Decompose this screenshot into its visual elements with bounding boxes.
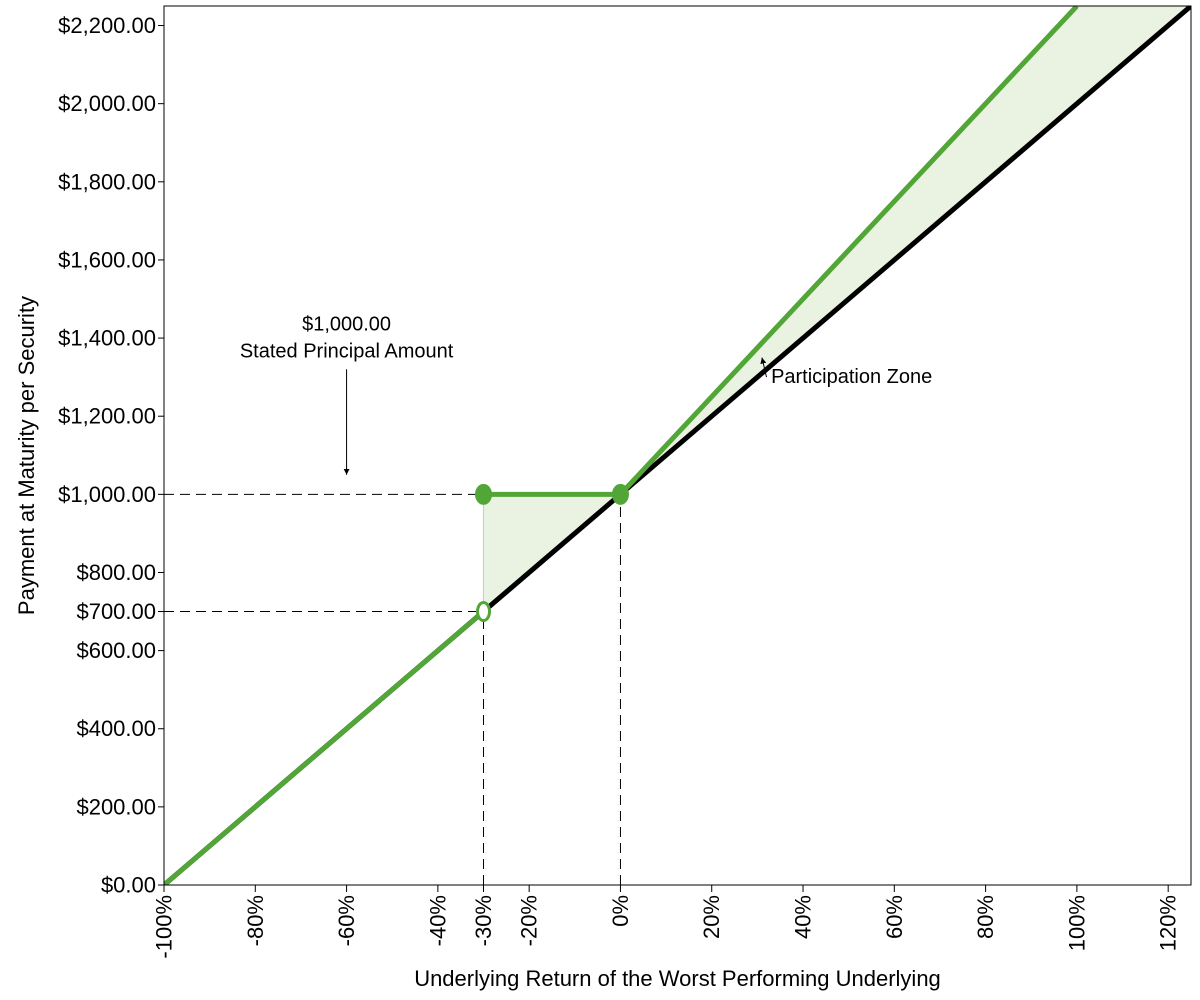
y-tick-label-10: $1,600.00 <box>58 247 156 272</box>
x-axis-ticks: -100% -80% -60% -40% -30% -20% 0% 20% 40% 60% 80% 1… <box>152 885 1181 959</box>
y-tick-label-13: $2,200.00 <box>58 13 156 38</box>
y-tick-label-5: $700.00 <box>76 599 156 624</box>
series-lines <box>164 6 1191 885</box>
x-tick-label-6: -20% <box>517 895 542 946</box>
x-tick-label-8: 20% <box>699 895 724 939</box>
y-tick-label-8: $1,200.00 <box>58 404 156 429</box>
x-tick-label-2: -80% <box>243 895 268 946</box>
annotation-principal-line-1: $1,000.00 <box>302 313 391 335</box>
x-tick-label-3: -60% <box>334 895 359 946</box>
series-markers <box>475 483 629 623</box>
y-tick-label-3: $400.00 <box>76 716 156 741</box>
y-tick-label-7: $1,000.00 <box>58 482 156 507</box>
y-tick-label-2: $200.00 <box>76 794 156 819</box>
x-tick-label-9: 40% <box>791 895 816 939</box>
security-payoff-segment-1 <box>164 609 486 885</box>
x-tick-label-5: -30% <box>471 895 496 946</box>
annotation-principal-line-2: Stated Principal Amount <box>240 340 454 362</box>
y-tick-label-4: $600.00 <box>76 638 156 663</box>
x-tick-label-7: 0% <box>608 895 633 927</box>
x-tick-label-1: -100% <box>152 895 177 959</box>
security-payoff-segment-3 <box>618 6 1079 497</box>
annotations: $1,000.00 Stated Principal Amount Particip… <box>240 313 932 475</box>
reference-lines <box>164 493 621 885</box>
y-tick-label-11: $1,800.00 <box>58 169 156 194</box>
y-tick-label-1: $0.00 <box>101 873 156 898</box>
x-tick-label-13: 120% <box>1156 895 1181 951</box>
annotation-participation-arrow <box>760 357 767 378</box>
x-tick-label-4: -40% <box>425 895 450 946</box>
x-tick-label-10: 60% <box>882 895 907 939</box>
plot-frame <box>163 5 1192 886</box>
annotation-participation-line-1: Participation Zone <box>771 366 932 388</box>
marker-1 <box>475 483 493 505</box>
y-tick-label-9: $1,400.00 <box>58 326 156 351</box>
marker-2 <box>611 483 629 505</box>
y-tick-label-12: $2,000.00 <box>58 91 156 116</box>
y-tick-label-6: $800.00 <box>76 560 156 585</box>
y-axis-ticks: $0.00 $200.00 $400.00 $600.00 $700.00 $800.00… <box>58 13 164 898</box>
marker-3 <box>476 601 492 623</box>
y-axis-title: Payment at Maturity per Security <box>14 296 39 615</box>
x-tick-label-12: 100% <box>1064 895 1089 951</box>
x-axis-title: Underlying Return of the Worst Performin… <box>414 966 941 991</box>
x-tick-label-11: 80% <box>973 895 998 939</box>
